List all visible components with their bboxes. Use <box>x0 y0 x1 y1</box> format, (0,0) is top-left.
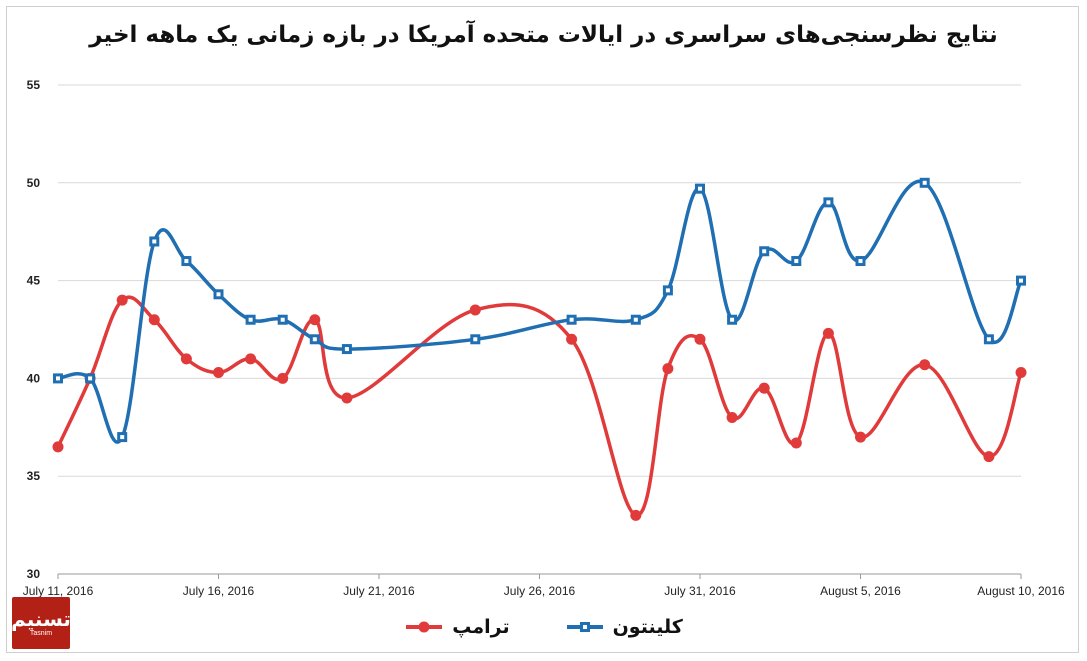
logo-mark: تسنیم <box>11 606 71 631</box>
legend-item-trump: ترامپ <box>404 616 510 638</box>
x-tick-label: July 21, 2016 <box>343 584 415 598</box>
data-point-center <box>120 435 125 440</box>
data-point-center <box>762 249 767 254</box>
data-point-center <box>986 337 991 342</box>
data-point <box>566 333 578 345</box>
chart-title: نتایج نظرسنجی‌های سراسری در ایالات متحده… <box>89 22 998 48</box>
series-line <box>56 295 1023 518</box>
data-point <box>277 372 289 384</box>
data-point-center <box>312 337 317 342</box>
data-point <box>309 314 321 326</box>
data-point-center <box>858 259 863 264</box>
legend-swatch-clinton <box>566 622 603 632</box>
data-point-center <box>1019 278 1023 283</box>
data-point-center <box>633 317 638 322</box>
legend-item-clinton: کلینتون <box>565 616 683 638</box>
legend-swatch-trump <box>406 621 443 633</box>
data-point <box>855 431 866 443</box>
data-point <box>180 353 192 365</box>
data-point-center <box>569 317 574 322</box>
data-point-center <box>152 239 157 244</box>
x-tick-label: August 5, 2016 <box>820 584 901 598</box>
data-point-center <box>344 347 349 352</box>
data-point <box>758 382 770 394</box>
y-tick-label: 40 <box>27 371 41 385</box>
chart-frame <box>6 6 1079 653</box>
data-point <box>919 359 931 371</box>
data-point-center <box>216 292 221 297</box>
data-point-center <box>794 259 799 264</box>
y-tick-label: 30 <box>27 567 41 581</box>
data-point <box>341 392 353 404</box>
legend-label-clinton: کلینتون <box>612 616 683 638</box>
data-point-center <box>184 259 189 264</box>
data-point <box>116 294 128 306</box>
data-point <box>1015 367 1027 379</box>
data-point <box>630 509 642 521</box>
data-point <box>213 367 224 379</box>
series-clinton <box>53 177 1026 444</box>
x-axis-ticks: July 11, 2016 July 16, 2016 July 21, 2016 J… <box>23 574 1065 598</box>
data-point-center <box>248 317 253 322</box>
data-point-center <box>280 317 285 322</box>
data-point <box>726 412 738 424</box>
data-point-center <box>698 186 702 191</box>
series-trump <box>52 294 1027 521</box>
y-tick-label: 35 <box>27 469 41 483</box>
x-tick-label: August 10, 2016 <box>977 584 1065 598</box>
legend: کلینتون ترامپ <box>0 616 1087 638</box>
data-point <box>790 437 802 449</box>
x-tick-label: July 16, 2016 <box>183 584 255 598</box>
data-point <box>148 314 160 326</box>
data-point-center <box>88 376 93 381</box>
gridlines <box>58 84 1021 575</box>
legend-label-trump: ترامپ <box>452 616 510 638</box>
data-point <box>822 327 834 339</box>
y-tick-label: 50 <box>27 176 41 190</box>
data-point <box>52 441 64 453</box>
x-tick-label: July 11, 2016 <box>23 584 94 598</box>
data-point-center <box>665 288 670 293</box>
data-point-center <box>826 200 831 205</box>
data-point <box>694 333 706 345</box>
data-point-center <box>56 376 60 381</box>
y-tick-label: 55 <box>27 78 41 92</box>
y-tick-label: 45 <box>27 274 41 288</box>
y-axis-ticks: 30 35 40 45 50 55 <box>27 78 41 581</box>
x-tick-label: July 31, 2016 <box>664 584 736 598</box>
data-point <box>983 451 995 463</box>
tasnim-logo: تسنیم Tasnim <box>11 597 71 649</box>
data-point <box>662 363 674 375</box>
data-point <box>245 353 257 365</box>
series-layer <box>52 177 1027 521</box>
x-tick-label: July 26, 2016 <box>504 584 576 598</box>
data-point-center <box>473 337 478 342</box>
data-point-center <box>922 180 927 185</box>
data-point <box>469 304 481 316</box>
logo-sub: Tasnim <box>29 629 53 637</box>
data-point-center <box>730 317 735 322</box>
